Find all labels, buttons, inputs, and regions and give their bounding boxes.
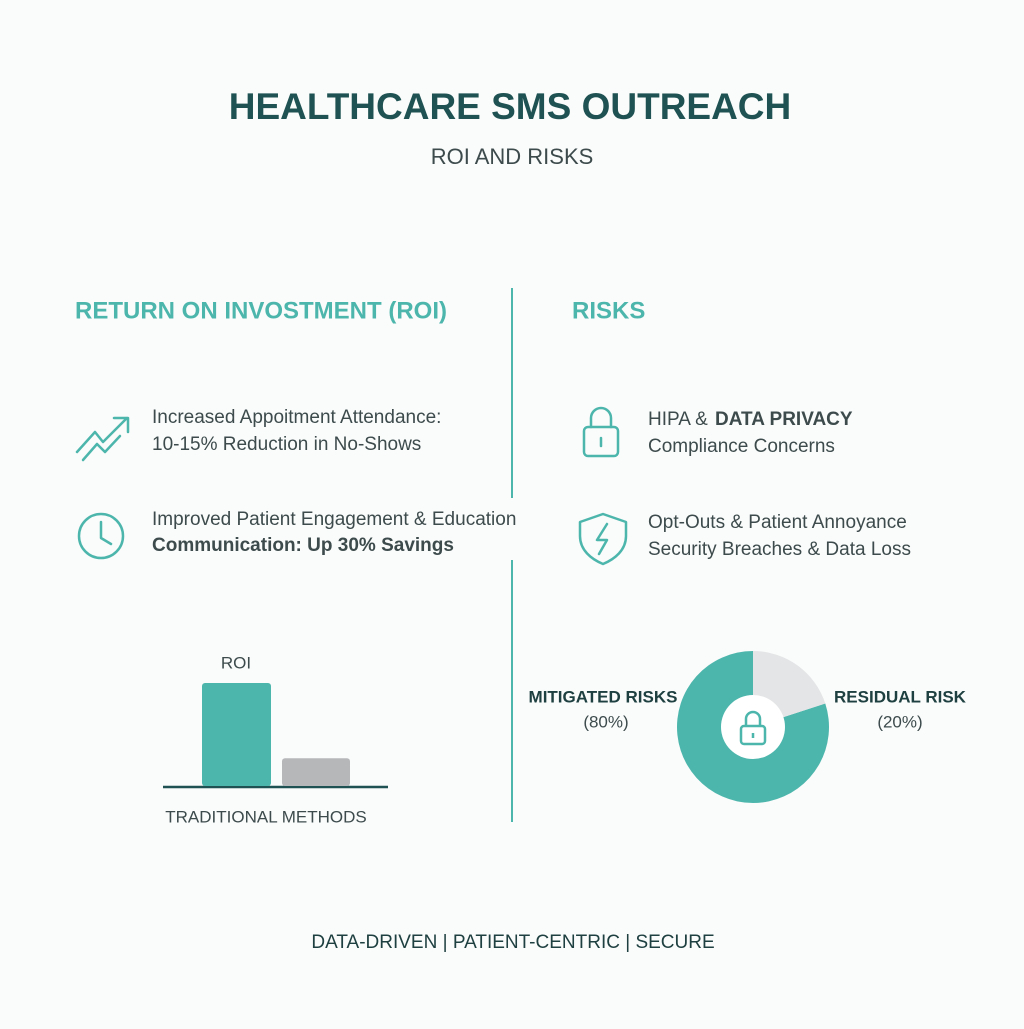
roi-item: Communication: Up 30% Savings	[152, 535, 454, 556]
lock-icon	[582, 425, 620, 458]
shield-icon	[595, 522, 609, 556]
footer: DATA-DRIVEN | PATIENT-CENTRIC | SECURE	[311, 932, 714, 953]
section-heading: RISKS	[572, 297, 645, 324]
donut-center	[721, 695, 785, 759]
trend-icon	[81, 434, 122, 462]
lock-icon	[739, 724, 767, 746]
shield-icon	[578, 512, 628, 566]
clock-icon	[99, 520, 113, 546]
subtitle: ROI AND RISKS	[431, 144, 594, 169]
roi-item: Improved Patient Engagement & Education	[152, 509, 516, 530]
title: HEALTHCARE SMS OUTREACH	[229, 86, 792, 127]
section-heading: RETURN ON INVOSTMENT (ROI)	[75, 297, 447, 324]
bar	[202, 683, 271, 786]
risk-item: Opt-Outs & Patient Annoyance	[648, 512, 907, 533]
clock-icon	[77, 512, 125, 560]
bar-label: TRADITIONAL METHODS	[165, 807, 367, 826]
lock-icon	[744, 710, 762, 738]
risk-item: DATA PRIVACY	[715, 409, 853, 430]
icons	[75, 406, 628, 566]
bar-label: ROI	[221, 653, 251, 672]
risk-item: HIPA &	[648, 409, 708, 430]
donut-value-label: (80%)	[583, 712, 628, 731]
donut-label: RESIDUAL RISK	[834, 687, 967, 706]
bar	[282, 758, 350, 786]
roi-item: Increased Appoitment Attendance:	[152, 407, 441, 428]
donut-label: MITIGATED RISKS	[529, 687, 678, 706]
risk-item: Security Breaches & Data Loss	[648, 539, 911, 560]
donut-segment	[676, 651, 829, 803]
donut-value-label: (20%)	[877, 712, 922, 731]
roi-item: 10-15% Reduction in No-Shows	[152, 434, 421, 455]
risk-item: Compliance Concerns	[648, 436, 835, 457]
lock-icon	[589, 406, 613, 448]
trend-icon	[75, 416, 130, 454]
